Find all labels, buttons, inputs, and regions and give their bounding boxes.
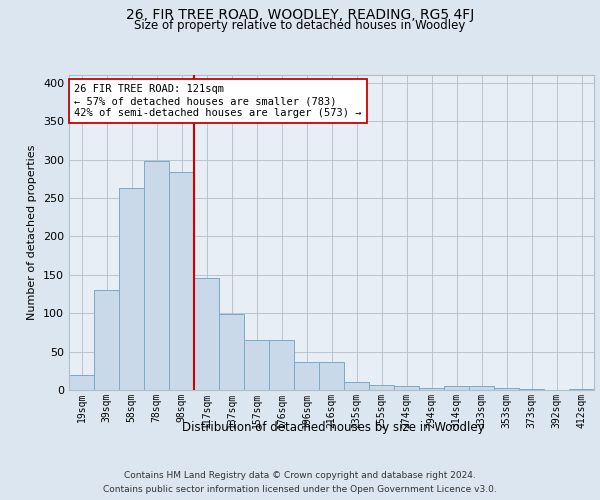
Bar: [119, 188, 144, 390]
Bar: [344, 382, 369, 390]
Text: Distribution of detached houses by size in Woodley: Distribution of detached houses by size …: [182, 421, 484, 434]
Bar: [444, 386, 469, 390]
Bar: [144, 161, 169, 390]
Bar: [194, 278, 219, 390]
Bar: [294, 362, 319, 390]
Bar: [169, 172, 194, 390]
Bar: [369, 386, 394, 390]
Text: 26 FIR TREE ROAD: 121sqm
← 57% of detached houses are smaller (783)
42% of semi-: 26 FIR TREE ROAD: 121sqm ← 57% of detach…: [74, 84, 362, 117]
Bar: [469, 386, 494, 390]
Bar: [394, 386, 419, 390]
Text: Contains public sector information licensed under the Open Government Licence v3: Contains public sector information licen…: [103, 484, 497, 494]
Bar: [319, 362, 344, 390]
Bar: [94, 290, 119, 390]
Bar: [269, 340, 294, 390]
Y-axis label: Number of detached properties: Number of detached properties: [28, 145, 37, 320]
Text: Contains HM Land Registry data © Crown copyright and database right 2024.: Contains HM Land Registry data © Crown c…: [124, 472, 476, 480]
Bar: [419, 388, 444, 390]
Text: Size of property relative to detached houses in Woodley: Size of property relative to detached ho…: [134, 19, 466, 32]
Text: 26, FIR TREE ROAD, WOODLEY, READING, RG5 4FJ: 26, FIR TREE ROAD, WOODLEY, READING, RG5…: [126, 8, 474, 22]
Bar: [569, 389, 594, 390]
Bar: [244, 340, 269, 390]
Bar: [519, 389, 544, 390]
Bar: [494, 388, 519, 390]
Bar: [69, 374, 94, 390]
Bar: [219, 314, 244, 390]
